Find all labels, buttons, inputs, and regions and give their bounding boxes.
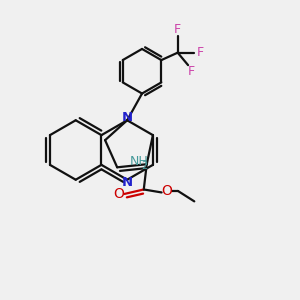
- Text: O: O: [114, 187, 124, 201]
- Text: F: F: [174, 23, 181, 36]
- Text: N: N: [122, 176, 133, 189]
- Text: F: F: [197, 46, 204, 59]
- Text: F: F: [188, 64, 195, 78]
- Text: 2: 2: [141, 160, 147, 170]
- Text: NH: NH: [130, 155, 148, 169]
- Text: O: O: [161, 184, 172, 198]
- Text: N: N: [122, 111, 133, 124]
